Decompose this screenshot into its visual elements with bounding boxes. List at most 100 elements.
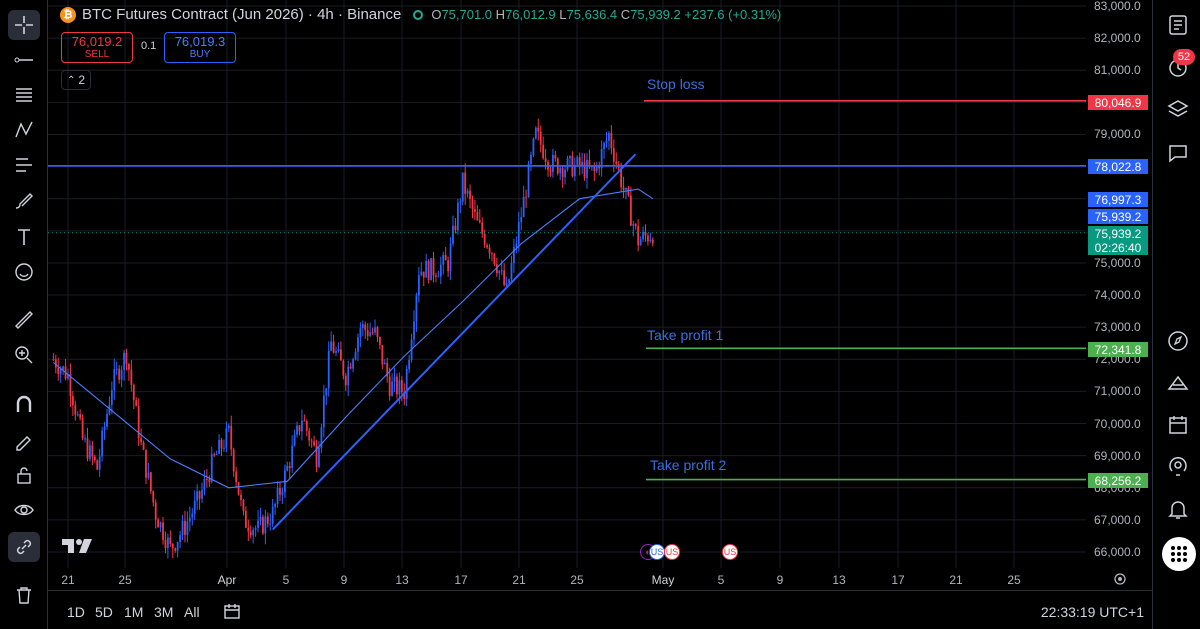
candle-body (184, 520, 186, 535)
resistance-price-tag[interactable]: 78,022.8 (1088, 159, 1148, 174)
candle-body (403, 392, 406, 399)
candle-body (464, 172, 467, 194)
candle-body (515, 243, 518, 247)
take-profit-2-label[interactable]: Take profit 2 (650, 457, 727, 473)
compass-icon[interactable] (1163, 326, 1193, 356)
pattern-icon[interactable] (8, 115, 40, 145)
trash-icon[interactable] (8, 580, 40, 610)
magnet-icon[interactable] (8, 390, 40, 420)
candle-body (196, 491, 199, 501)
lock-icon[interactable] (8, 460, 40, 490)
candle-body (325, 388, 328, 396)
notifications-bell-icon[interactable] (1163, 494, 1193, 524)
candle-body (600, 149, 603, 169)
calendar-events-icon[interactable] (1163, 410, 1193, 440)
stop-loss-price-tag[interactable]: 80,046.9 (1088, 95, 1148, 110)
candle-body (647, 235, 649, 242)
candle-body (269, 523, 272, 525)
candle-body (608, 132, 610, 141)
candle-body (610, 132, 613, 149)
candle-body (483, 233, 486, 246)
candle-body (500, 270, 503, 272)
candle-body (342, 360, 345, 376)
price-tick-label: 67,000.0 (1094, 512, 1141, 527)
candle-body (442, 254, 445, 265)
calendar-icon[interactable] (222, 601, 242, 626)
candle-body (576, 157, 579, 165)
range-1m-button[interactable]: 1M (124, 604, 144, 620)
buy-button[interactable]: 76,019.3 BUY (164, 32, 236, 63)
candle-body (590, 166, 593, 168)
chart-pane[interactable] (48, 0, 1086, 568)
candle-body (371, 332, 374, 334)
candle-body (335, 351, 337, 353)
candle-body (152, 491, 155, 503)
candle-body (89, 445, 91, 459)
candle-body (425, 261, 428, 278)
spread-value: 0.1 (141, 40, 157, 52)
range-1d-button[interactable]: 1D (67, 604, 85, 620)
notification-count-badge[interactable]: 52 (1173, 49, 1195, 65)
chat-icon[interactable] (1163, 138, 1193, 168)
candle-body (171, 543, 174, 549)
axis-settings-icon[interactable] (1113, 572, 1127, 591)
time-tick-label: 25 (570, 573, 584, 587)
price-tick-label: 66,000.0 (1094, 545, 1141, 559)
podcast-icon[interactable] (1163, 452, 1193, 482)
symbol-title[interactable]: BTC Futures Contract (Jun 2026) · 4h · B… (82, 6, 402, 23)
trend-line-icon[interactable] (8, 45, 40, 75)
range-all-button[interactable]: All (184, 604, 200, 620)
candle-body (186, 521, 189, 535)
candle-body (315, 445, 318, 467)
candle-body (354, 351, 357, 360)
candle-body (488, 247, 491, 254)
candle-body (74, 405, 77, 415)
apps-grid-button[interactable] (1162, 537, 1196, 571)
sell-button[interactable]: 76,019.2 SELL (61, 32, 133, 63)
candle-body (649, 239, 652, 242)
candle-body (634, 223, 637, 227)
tradingview-logo-icon[interactable] (62, 537, 94, 560)
ideas-icon[interactable] (1163, 368, 1193, 398)
last-price-tag-blue: 75,939.2 (1088, 209, 1148, 224)
time-axis[interactable]: 21 25 Apr 5 9 13 17 21 25 May 5 9 13 17 21 25 (48, 568, 1152, 590)
candle-body (359, 328, 362, 338)
layers-icon[interactable] (1163, 94, 1193, 124)
ruler-icon[interactable] (8, 305, 40, 335)
emoji-icon[interactable] (8, 257, 40, 287)
eye-icon[interactable] (8, 495, 40, 525)
range-3m-button[interactable]: 3M (154, 604, 174, 620)
link-icon[interactable] (8, 532, 40, 562)
forecast-icon[interactable] (8, 150, 40, 180)
brush-icon[interactable] (8, 185, 40, 215)
candle-body (637, 226, 640, 246)
symbol-legend[interactable]: ₿ BTC Futures Contract (Jun 2026) · 4h ·… (60, 6, 781, 23)
candle-body (113, 369, 116, 391)
stop-loss-label[interactable]: Stop loss (647, 76, 705, 92)
us-flag-event-icon[interactable]: US (649, 544, 665, 560)
price-chart[interactable] (48, 0, 1086, 568)
candle-body (215, 453, 218, 455)
take-profit-1-label[interactable]: Take profit 1 (647, 327, 724, 343)
zoom-in-icon[interactable] (8, 340, 40, 370)
candle-body (581, 161, 584, 167)
crosshair-icon[interactable] (8, 10, 40, 40)
watchlist-icon[interactable] (1163, 10, 1193, 40)
price-tick-label: 71,000.0 (1094, 384, 1141, 399)
us-flag-event-icon[interactable]: US (664, 544, 680, 560)
candle-body (476, 211, 479, 221)
utc-clock[interactable]: 22:33:19 UTC+1 (1040, 604, 1144, 620)
candle-body (439, 264, 442, 277)
take-profit-1-price-tag[interactable]: 72,341.8 (1088, 342, 1148, 357)
indicators-toggle[interactable]: ⌃ 2 (61, 70, 91, 90)
range-5d-button[interactable]: 5D (95, 604, 113, 620)
candle-body (586, 160, 588, 178)
us-flag-event-icon[interactable]: US (722, 544, 738, 560)
text-icon[interactable] (8, 222, 40, 252)
take-profit-2-price-tag[interactable]: 68,256.2 (1088, 473, 1148, 488)
fib-retracement-icon[interactable] (8, 80, 40, 110)
candle-body (225, 428, 228, 448)
candle-body (157, 519, 160, 528)
lock-drawing-icon[interactable] (8, 425, 40, 455)
candle-body (81, 417, 84, 439)
